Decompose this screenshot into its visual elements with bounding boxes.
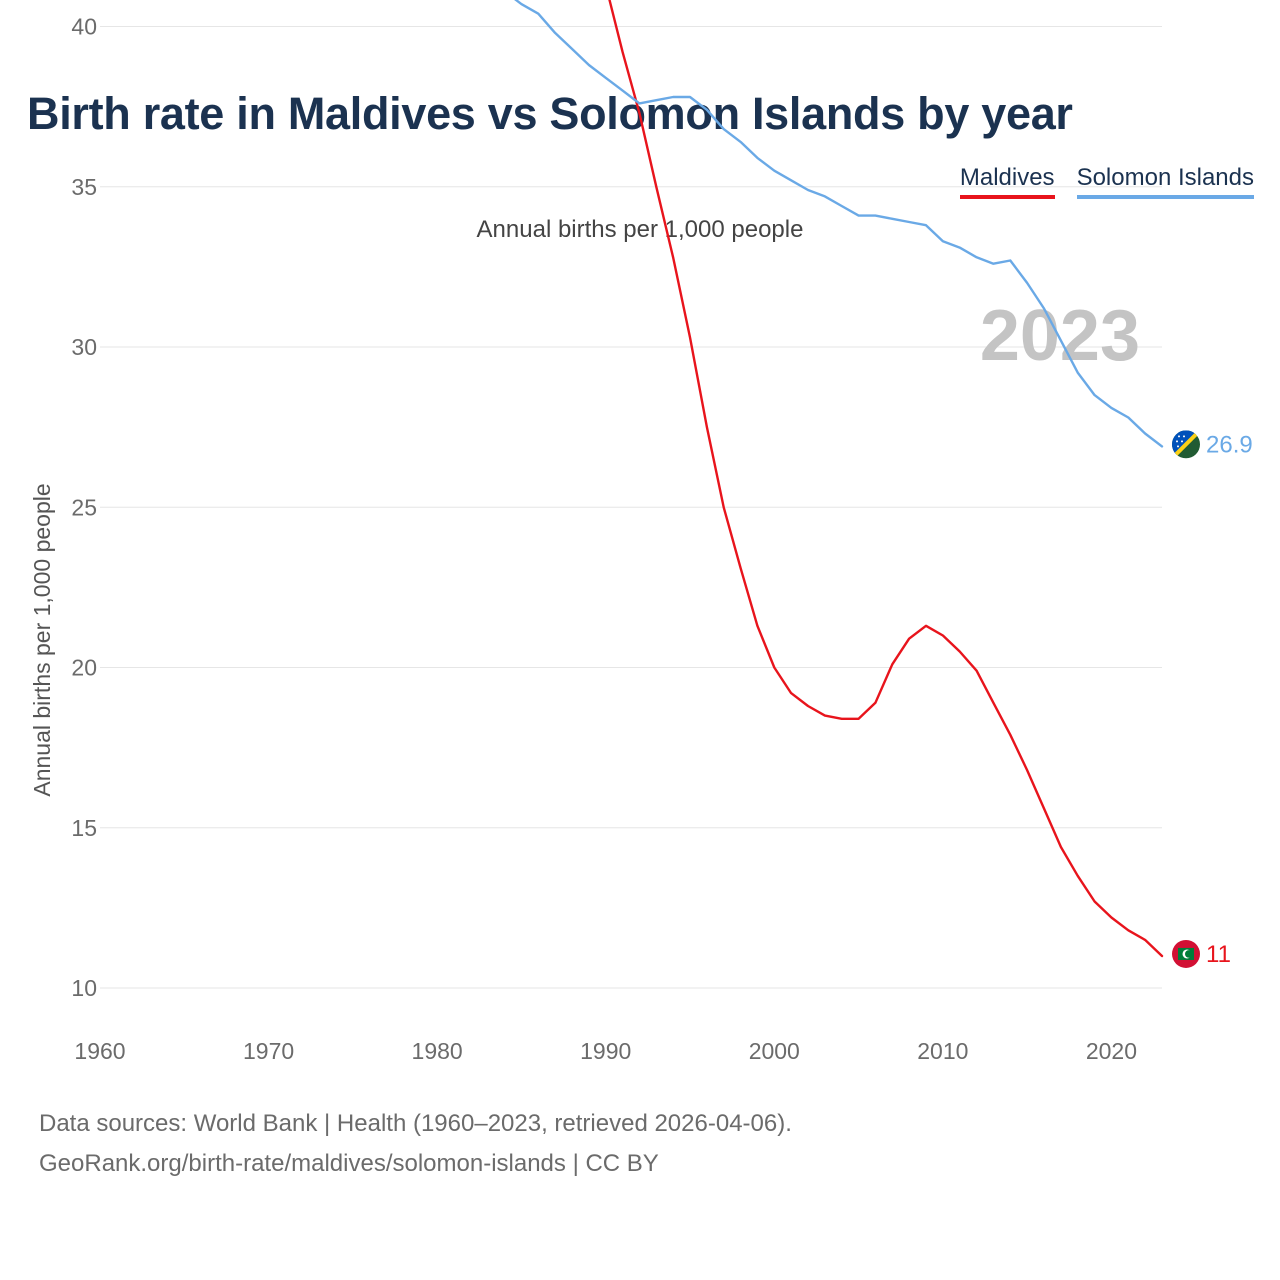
- series-lines: [100, 0, 1164, 958]
- y-axis-ticks: 101520253035404550: [71, 14, 97, 1002]
- x-tick-label-1960: 1960: [74, 1038, 125, 1064]
- chart-subtitle: Annual births per 1,000 people: [476, 216, 804, 243]
- series-line-solomon-islands[interactable]: [100, 0, 1164, 448]
- data-source-note: Data sources: World Bank | Health (1960–…: [39, 1110, 792, 1137]
- flag-icon-solomon-islands: [1172, 430, 1200, 459]
- x-tick-label-2010: 2010: [917, 1038, 968, 1064]
- legend-item-solomon-islands[interactable]: Solomon Islands: [1076, 164, 1254, 199]
- gridlines: [100, 26, 1162, 989]
- end-value-label-maldives: 11: [1206, 941, 1231, 968]
- y-tick-label-30: 30: [71, 334, 97, 360]
- flag-icon-maldives: [1172, 939, 1200, 968]
- x-axis-ticks: 1960 1970 1980 1990 2000 2010 2020: [74, 1038, 1137, 1064]
- series-line-maldives[interactable]: [100, 0, 1164, 958]
- x-tick-label-1970: 1970: [243, 1038, 294, 1064]
- y-tick-label-20: 20: [71, 655, 97, 681]
- y-tick-label-15: 15: [71, 815, 97, 841]
- end-value-label-solomon-islands: 26.9: [1206, 431, 1253, 458]
- x-tick-label-2020: 2020: [1086, 1038, 1137, 1064]
- current-year-label: 2023: [980, 296, 1140, 376]
- y-tick-label-10: 10: [71, 975, 97, 1001]
- chart-title: Birth rate in Maldives vs Solomon Island…: [27, 88, 1073, 139]
- x-tick-label-1980: 1980: [412, 1038, 463, 1064]
- y-axis-label: Annual births per 1,000 people: [29, 483, 55, 796]
- source-url[interactable]: GeoRank.org/birth-rate/maldives/solomon-…: [39, 1150, 659, 1177]
- y-tick-label-40: 40: [71, 14, 97, 40]
- x-tick-label-2000: 2000: [749, 1038, 800, 1064]
- footer: Data sources: World Bank | Health (1960–…: [39, 1104, 792, 1184]
- x-tick-label-1990: 1990: [580, 1038, 631, 1064]
- y-tick-label-35: 35: [71, 174, 97, 200]
- series-end-markers: 11 26.9: [1172, 430, 1253, 968]
- y-tick-label-25: 25: [71, 494, 97, 520]
